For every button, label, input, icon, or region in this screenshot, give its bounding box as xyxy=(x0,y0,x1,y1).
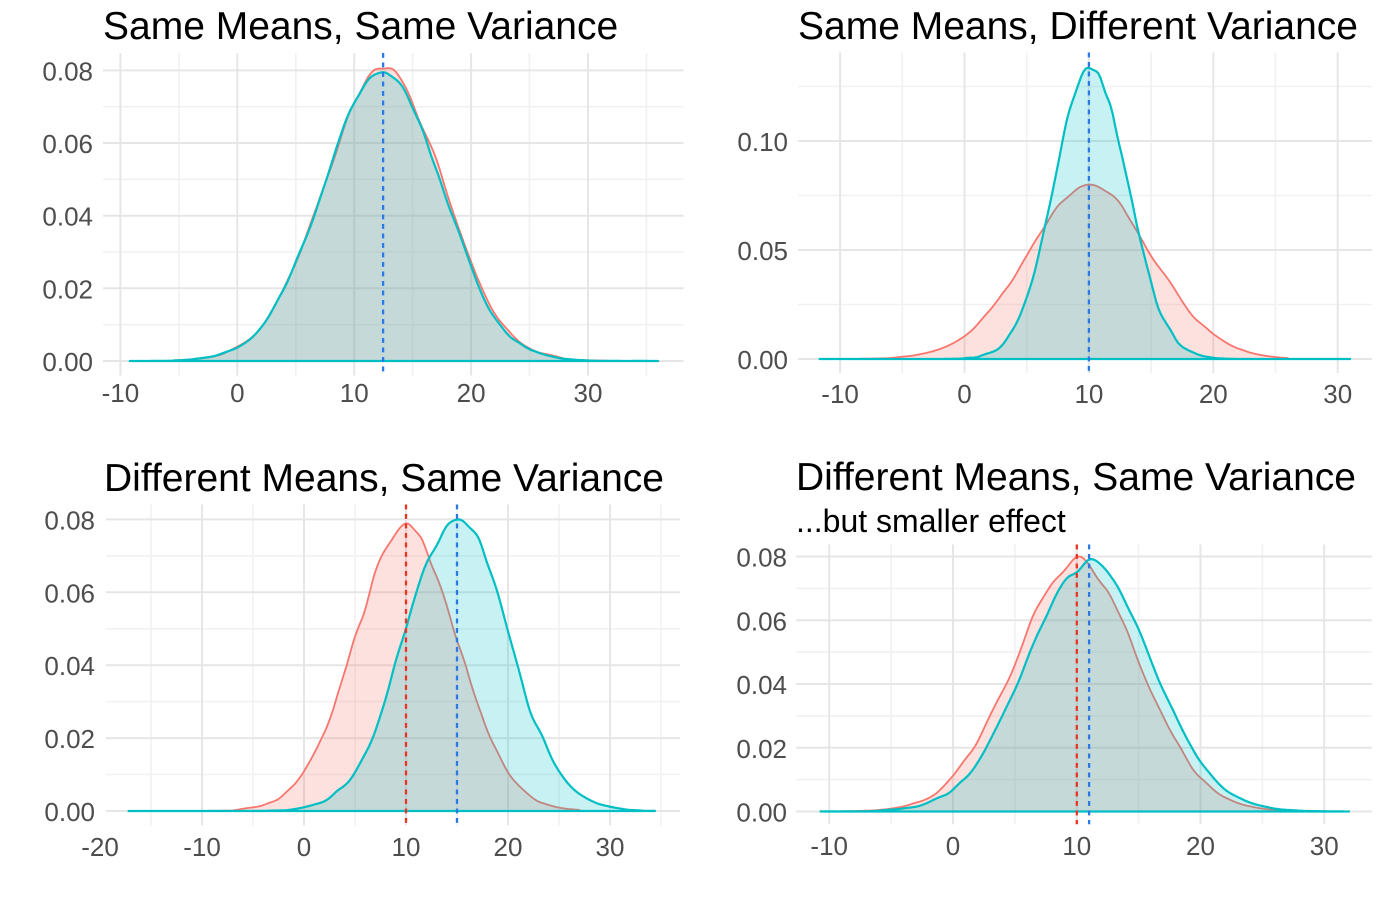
svg-text:0.06: 0.06 xyxy=(44,578,95,608)
svg-text:0.02: 0.02 xyxy=(736,734,787,764)
svg-text:10: 10 xyxy=(1074,379,1103,409)
svg-text:Same Means, Same Variance: Same Means, Same Variance xyxy=(103,5,618,48)
svg-text:0.06: 0.06 xyxy=(736,606,787,636)
svg-text:30: 30 xyxy=(1310,831,1339,861)
svg-text:Different Means, Same Variance: Different Means, Same Variance xyxy=(796,456,1356,499)
svg-text:-10: -10 xyxy=(102,378,140,408)
svg-text:20: 20 xyxy=(494,832,523,862)
svg-text:0.00: 0.00 xyxy=(736,798,787,828)
svg-text:-10: -10 xyxy=(810,831,848,861)
svg-text:0.00: 0.00 xyxy=(737,345,788,375)
svg-text:0: 0 xyxy=(230,378,244,408)
svg-text:Same Means, Different Variance: Same Means, Different Variance xyxy=(798,5,1358,48)
svg-text:0.08: 0.08 xyxy=(736,543,787,573)
svg-text:10: 10 xyxy=(1062,831,1091,861)
svg-text:10: 10 xyxy=(340,378,369,408)
svg-text:0.00: 0.00 xyxy=(44,797,95,827)
svg-text:0.10: 0.10 xyxy=(737,127,788,157)
svg-text:0.04: 0.04 xyxy=(44,651,95,681)
svg-text:0.04: 0.04 xyxy=(736,670,787,700)
svg-text:0.08: 0.08 xyxy=(44,505,95,535)
svg-text:30: 30 xyxy=(596,832,625,862)
svg-text:0.02: 0.02 xyxy=(44,724,95,754)
svg-text:0.00: 0.00 xyxy=(42,347,93,377)
svg-text:0: 0 xyxy=(297,832,311,862)
svg-text:20: 20 xyxy=(1199,379,1228,409)
svg-text:-10: -10 xyxy=(821,379,859,409)
svg-text:0: 0 xyxy=(957,379,971,409)
svg-text:10: 10 xyxy=(392,832,421,862)
svg-text:20: 20 xyxy=(1186,831,1215,861)
svg-text:...but smaller effect: ...but smaller effect xyxy=(796,503,1066,539)
svg-text:0.06: 0.06 xyxy=(42,129,93,159)
svg-text:0.08: 0.08 xyxy=(42,56,93,86)
svg-text:-10: -10 xyxy=(183,832,221,862)
svg-text:0: 0 xyxy=(946,831,960,861)
svg-text:0.05: 0.05 xyxy=(737,236,788,266)
svg-text:30: 30 xyxy=(574,378,603,408)
svg-text:Different Means, Same Variance: Different Means, Same Variance xyxy=(104,457,664,500)
svg-text:0.04: 0.04 xyxy=(42,202,93,232)
svg-text:30: 30 xyxy=(1323,379,1352,409)
svg-text:20: 20 xyxy=(457,378,486,408)
svg-text:0.02: 0.02 xyxy=(42,274,93,304)
svg-text:-20: -20 xyxy=(81,832,119,862)
